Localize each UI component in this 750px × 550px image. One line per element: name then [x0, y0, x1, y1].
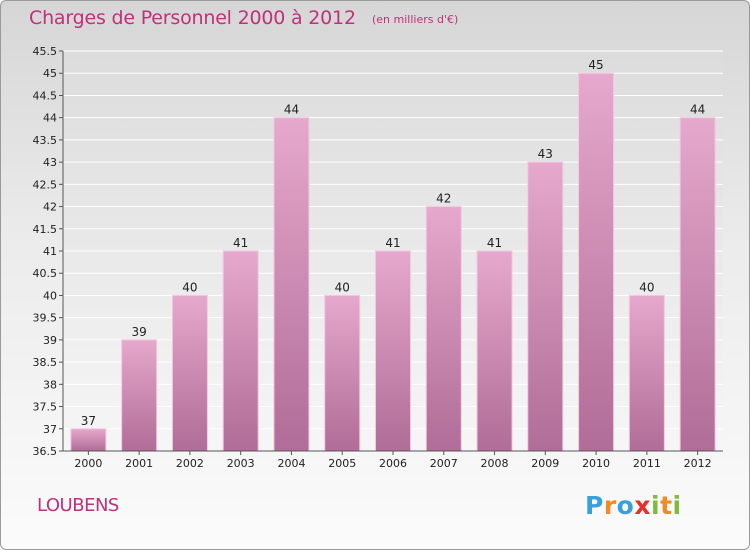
- data-label: 41: [487, 236, 502, 250]
- x-tick-label: 2006: [379, 457, 407, 470]
- x-tick-label: 2002: [176, 457, 204, 470]
- logo-letter: i: [672, 491, 682, 520]
- x-tick-label: 2011: [633, 457, 661, 470]
- bar-2007: [425, 206, 462, 452]
- y-tick-label: 36.5: [33, 445, 58, 458]
- x-tick-label: 2007: [430, 457, 458, 470]
- logo-letter: r: [603, 491, 617, 520]
- data-label: 41: [385, 236, 400, 250]
- data-label: 44: [690, 103, 705, 117]
- y-tick-label: 41.5: [33, 223, 58, 236]
- logo-letter: i: [651, 491, 661, 520]
- bar-2002: [171, 294, 208, 452]
- logo-letter: x: [634, 491, 651, 520]
- data-label: 37: [81, 414, 96, 428]
- y-tick-label: 39.5: [33, 312, 58, 325]
- data-label: 40: [182, 280, 197, 294]
- logo-letter: o: [616, 491, 635, 520]
- y-tick-label: 40.5: [33, 267, 58, 280]
- proxiti-logo: Proxiti: [585, 491, 682, 520]
- x-tick-label: 2010: [582, 457, 610, 470]
- x-tick-label: 2009: [531, 457, 559, 470]
- bar-2000: [70, 428, 107, 452]
- data-label: 42: [436, 192, 451, 206]
- data-label: 40: [335, 280, 350, 294]
- unit-note: (en milliers d'€): [372, 13, 459, 26]
- x-tick-label: 2001: [125, 457, 153, 470]
- commune-name: LOUBENS: [37, 495, 119, 516]
- logo-letter: P: [585, 491, 604, 520]
- bar-2011: [628, 294, 665, 452]
- data-label: 44: [284, 103, 299, 117]
- y-tick-label: 43: [43, 156, 57, 169]
- bar-2008: [476, 250, 513, 452]
- x-tick-label: 2012: [684, 457, 712, 470]
- logo-letter: t: [660, 491, 673, 520]
- chart-title: Charges de Personnel 2000 à 2012: [29, 7, 356, 29]
- x-tick-label: 2005: [328, 457, 356, 470]
- bar-2003: [222, 250, 259, 452]
- bars: 37 39 40 41 44 40 41 42 41 43 45 40 44: [70, 58, 716, 452]
- y-tick-label: 42.5: [33, 178, 58, 191]
- bar-2005: [324, 294, 361, 452]
- x-tick-label: 2004: [277, 457, 305, 470]
- y-tick-label: 39: [43, 334, 57, 347]
- y-tick-label: 45.5: [33, 45, 58, 58]
- y-tick-label: 37: [43, 423, 57, 436]
- bar-2009: [527, 161, 564, 452]
- x-tick-label: 2003: [227, 457, 255, 470]
- x-tick-label: 2008: [481, 457, 509, 470]
- bar-2010: [578, 72, 615, 452]
- data-label: 45: [588, 58, 603, 72]
- y-tick-label: 41: [43, 245, 57, 258]
- data-label: 41: [233, 236, 248, 250]
- y-tick-label: 38.5: [33, 356, 58, 369]
- y-tick-label: 37.5: [33, 401, 58, 414]
- y-tick-label: 40: [43, 289, 57, 302]
- y-tick-label: 44.5: [33, 89, 58, 102]
- y-tick-label: 38: [43, 378, 57, 391]
- x-tick-label: 2000: [74, 457, 102, 470]
- bar-2006: [375, 250, 411, 452]
- y-tick-label: 45: [43, 67, 57, 80]
- bar-2012: [679, 117, 716, 452]
- data-label: 39: [132, 325, 147, 339]
- y-tick-label: 44: [43, 112, 57, 125]
- y-tick-label: 43.5: [33, 134, 58, 147]
- data-label: 40: [639, 280, 654, 294]
- y-tick-label: 42: [43, 201, 57, 214]
- axes: 36.5 37 37.5 38 38.5 39 39.5 40 40.5 41 41.5 42 42.5…: [33, 45, 723, 470]
- data-label: 43: [538, 147, 553, 161]
- bar-2001: [121, 339, 158, 452]
- bar-2004: [273, 117, 310, 452]
